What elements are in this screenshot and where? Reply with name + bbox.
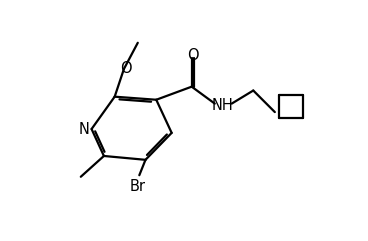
Text: N: N — [78, 121, 89, 136]
Text: O: O — [187, 48, 198, 63]
Text: NH: NH — [212, 98, 233, 114]
Text: Br: Br — [130, 179, 146, 194]
Text: O: O — [120, 61, 131, 76]
